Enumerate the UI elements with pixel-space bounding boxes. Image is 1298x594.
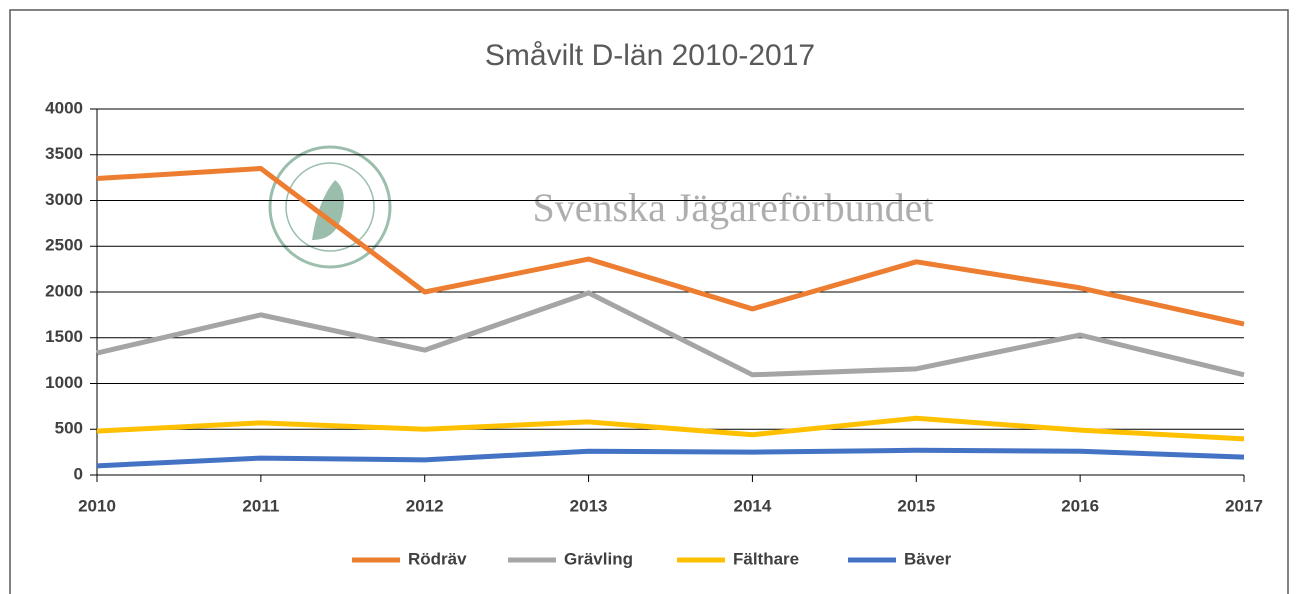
x-tick-label: 2016 [1061, 496, 1099, 515]
legend-label: Bäver [904, 549, 952, 568]
y-tick-label: 2000 [45, 281, 83, 300]
y-tick-label: 1000 [45, 373, 83, 392]
x-tick-label: 2014 [734, 496, 772, 515]
series-line [96, 415, 1245, 442]
x-tick-label: 2011 [242, 496, 279, 515]
series-line [96, 290, 1245, 378]
y-tick-label: 4000 [45, 98, 83, 117]
legend-label: Grävling [564, 549, 633, 568]
series-line [96, 447, 1245, 469]
chart-frame [9, 9, 1289, 594]
x-tick-label: 2017 [1225, 496, 1263, 515]
x-tick-label: 2013 [570, 496, 608, 515]
y-tick-label: 3500 [45, 144, 83, 163]
x-tick-label: 2015 [897, 496, 935, 515]
y-tick-label: 3000 [45, 190, 83, 209]
x-tick-label: 2010 [78, 496, 116, 515]
y-tick-label: 500 [55, 419, 83, 438]
legend-label: Fälthare [733, 549, 799, 568]
chart-title: Småvilt D-län 2010-2017 [485, 39, 815, 72]
x-tick-label: 2012 [406, 496, 444, 515]
y-tick-label: 1500 [45, 327, 83, 346]
series-line [96, 165, 1245, 327]
legend-label: Rödräv [408, 549, 467, 568]
watermark: Svenska Jägareförbundet [533, 185, 934, 230]
y-tick-label: 2500 [45, 236, 83, 255]
y-tick-label: 0 [74, 464, 83, 483]
